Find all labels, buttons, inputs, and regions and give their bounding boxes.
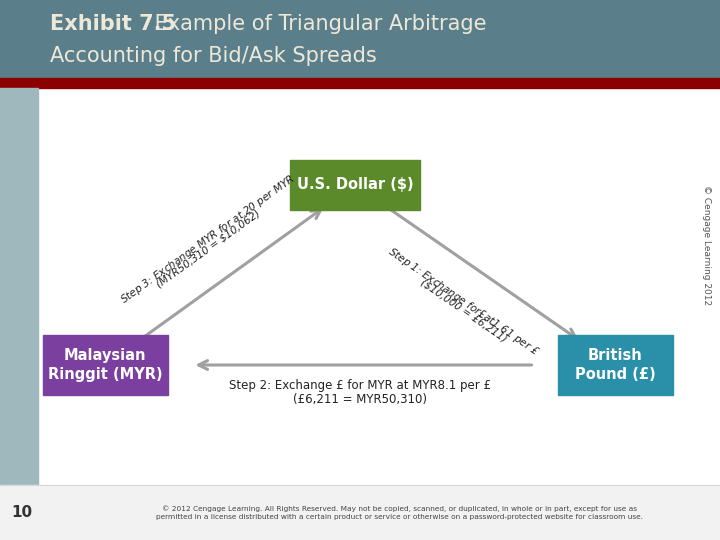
Bar [290,160,420,210]
Text: Step 1: Exchange $ for £ at $1.61 per £: Step 1: Exchange $ for £ at $1.61 per £ [385,245,542,359]
Text: © Cengage Learning 2012: © Cengage Learning 2012 [703,185,711,305]
Text: U.S. Dollar ($): U.S. Dollar ($) [297,178,413,192]
Bar [0,88,38,485]
Text: Step 2: Exchange £ for MYR at MYR8.1 per £: Step 2: Exchange £ for MYR at MYR8.1 per… [229,379,491,392]
Text: 10: 10 [12,505,32,520]
Text: Accounting for Bid/Ask Spreads: Accounting for Bid/Ask Spreads [50,46,377,66]
Bar [42,335,168,395]
Text: Exhibit 7.5: Exhibit 7.5 [50,14,176,34]
Text: British
Pound (£): British Pound (£) [575,348,655,382]
Text: Step 3: Exchange MYR for $ at $.20 per MYR: Step 3: Exchange MYR for $ at $.20 per M… [118,172,298,307]
Bar [557,335,672,395]
Text: Malaysian
Ringgit (MYR): Malaysian Ringgit (MYR) [48,348,162,382]
Bar [0,485,720,540]
Bar [0,0,720,78]
Bar [0,78,720,88]
Text: © 2012 Cengage Learning. All Rights Reserved. May not be copied, scanned, or dup: © 2012 Cengage Learning. All Rights Rese… [156,505,644,520]
Text: (MYR50,310 = $10,062): (MYR50,310 = $10,062) [154,208,261,289]
Text: (£6,211 = MYR50,310): (£6,211 = MYR50,310) [293,393,427,406]
Text: Example of Triangular Arbitrage: Example of Triangular Arbitrage [148,14,487,34]
Text: ($10,000 = £6,211): ($10,000 = £6,211) [418,278,508,344]
